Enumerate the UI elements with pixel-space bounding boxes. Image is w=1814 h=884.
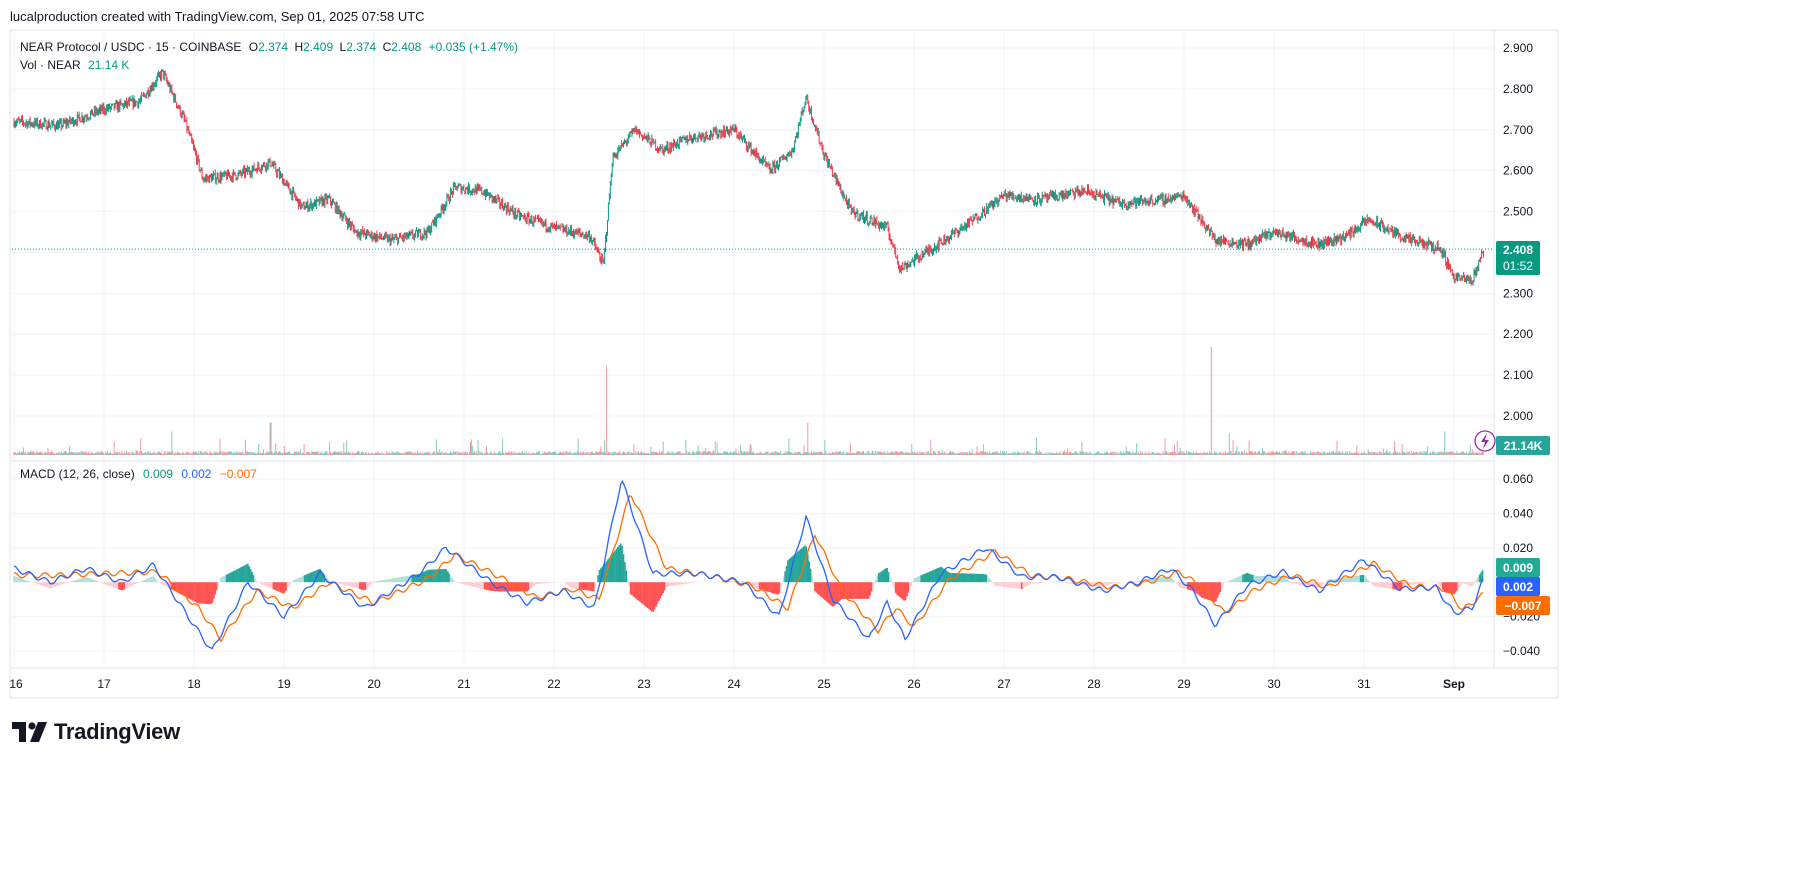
time-tick-label: 18 bbox=[187, 677, 201, 691]
symbol-legend[interactable]: NEAR Protocol / USDC · 15 · COINBASE O2.… bbox=[20, 40, 518, 54]
time-tick-label: 17 bbox=[97, 677, 111, 691]
open-value: 2.374 bbox=[258, 40, 289, 54]
time-tick-label: 26 bbox=[907, 677, 921, 691]
low-label: L bbox=[339, 40, 347, 54]
svg-text:−0.007: −0.007 bbox=[1504, 599, 1541, 613]
chart-frame bbox=[9, 29, 1559, 699]
price-tick-label: 2.600 bbox=[1503, 164, 1533, 178]
time-tick-label: 28 bbox=[1087, 677, 1101, 691]
time-tick-label: 21 bbox=[457, 677, 471, 691]
macd-histogram bbox=[13, 543, 1484, 612]
time-tick-label: 25 bbox=[817, 677, 831, 691]
chart-window: lucalproduction created with TradingView… bbox=[0, 0, 1568, 763]
macd-tick-label: 0.020 bbox=[1503, 541, 1533, 555]
macd-tick-label: 0.040 bbox=[1503, 506, 1533, 520]
price-tick-label: 2.700 bbox=[1503, 123, 1533, 137]
macd-hist-badge: 0.009 bbox=[1496, 558, 1540, 577]
time-tick-label: 31 bbox=[1357, 677, 1371, 691]
price-tick-label: 2.200 bbox=[1503, 327, 1533, 341]
lightning-icon bbox=[1481, 433, 1489, 449]
svg-text:0.002: 0.002 bbox=[1503, 580, 1533, 594]
flash-button[interactable] bbox=[1474, 430, 1496, 452]
macd-tick-label: 0.060 bbox=[1503, 472, 1533, 486]
time-tick-label: 16 bbox=[9, 677, 23, 691]
macd-signal-badge: −0.007 bbox=[1496, 596, 1550, 615]
svg-text:2.408: 2.408 bbox=[1503, 243, 1533, 257]
svg-text:01:52: 01:52 bbox=[1503, 259, 1533, 273]
chart-canvas[interactable]: 2.9002.8002.7002.6002.5002.4002.3002.200… bbox=[0, 0, 1568, 763]
change-value: +0.035 (+1.47%) bbox=[428, 40, 519, 54]
macd-label: MACD (12, 26, close) bbox=[20, 467, 135, 481]
time-tick-label: 23 bbox=[637, 677, 651, 691]
signal-line bbox=[13, 494, 1484, 643]
grid bbox=[12, 32, 1494, 668]
price-tick-label: 2.800 bbox=[1503, 82, 1533, 96]
macd-hist-value: 0.009 bbox=[143, 467, 174, 481]
price-tick-label: 2.100 bbox=[1503, 368, 1533, 382]
high-label: H bbox=[294, 40, 304, 54]
volume-badge: 21.14K bbox=[1496, 436, 1550, 455]
price-tick-label: 2.900 bbox=[1503, 41, 1533, 55]
time-tick-label: 22 bbox=[547, 677, 561, 691]
macd-tick-label: −0.040 bbox=[1503, 644, 1540, 658]
time-tick-label: 24 bbox=[727, 677, 741, 691]
close-label: C bbox=[382, 40, 392, 54]
macd-line-badge: 0.002 bbox=[1496, 577, 1540, 596]
time-tick-label: 27 bbox=[997, 677, 1011, 691]
svg-text:0.009: 0.009 bbox=[1503, 561, 1533, 575]
time-tick-label: 30 bbox=[1267, 677, 1281, 691]
price-tick-label: 2.500 bbox=[1503, 205, 1533, 219]
volume-label: Vol · NEAR bbox=[20, 58, 81, 72]
tradingview-logo[interactable]: TradingView bbox=[12, 719, 180, 745]
macd-line-value: 0.002 bbox=[181, 467, 212, 481]
price-tick-label: 2.000 bbox=[1503, 409, 1533, 423]
time-tick-label: 19 bbox=[277, 677, 291, 691]
time-tick-label: 20 bbox=[367, 677, 381, 691]
time-tick-label: Sep bbox=[1443, 677, 1465, 691]
price-candles bbox=[13, 69, 1484, 286]
macd-lines bbox=[13, 479, 1484, 650]
macd-line bbox=[13, 479, 1484, 650]
high-value: 2.409 bbox=[303, 40, 334, 54]
snapshot-credit: lucalproduction created with TradingView… bbox=[10, 9, 425, 24]
macd-legend[interactable]: MACD (12, 26, close) 0.009 0.002 −0.007 bbox=[20, 467, 257, 481]
svg-text:21.14K: 21.14K bbox=[1504, 439, 1543, 453]
price-badge: 2.408 01:52 bbox=[1496, 241, 1540, 275]
volume-legend[interactable]: Vol · NEAR 21.14 K bbox=[20, 58, 129, 72]
open-label: O bbox=[248, 40, 259, 54]
macd-signal-value: −0.007 bbox=[219, 467, 257, 481]
brand-name: TradingView bbox=[54, 719, 180, 744]
tradingview-logo-icon bbox=[12, 722, 47, 742]
volume-value: 21.14 K bbox=[88, 58, 130, 72]
price-tick-label: 2.300 bbox=[1503, 286, 1533, 300]
volume-bars bbox=[13, 347, 1484, 455]
symbol-name[interactable]: NEAR Protocol / USDC · 15 · COINBASE bbox=[20, 40, 242, 54]
low-value: 2.374 bbox=[346, 40, 377, 54]
time-axis[interactable]: 16 17 18 19 20 21 22 23 24 25 26 27 28 29 30 31 Sep bbox=[9, 677, 1465, 691]
price-axis[interactable]: 2.9002.8002.7002.6002.5002.4002.3002.200… bbox=[1503, 41, 1533, 423]
time-tick-label: 29 bbox=[1177, 677, 1191, 691]
close-value: 2.408 bbox=[391, 40, 422, 54]
